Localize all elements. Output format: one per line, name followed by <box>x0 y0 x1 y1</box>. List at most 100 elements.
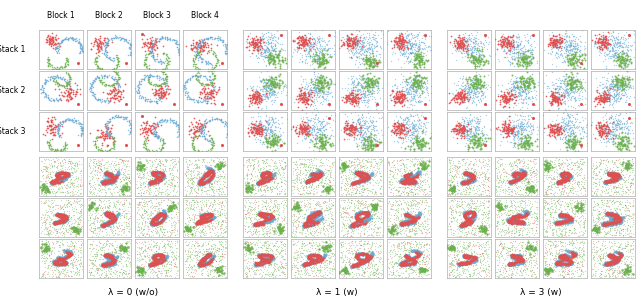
Point <box>100 171 110 176</box>
Point <box>513 176 524 181</box>
Point <box>58 220 68 225</box>
Point <box>152 258 162 262</box>
Point <box>352 170 362 175</box>
Point <box>55 120 65 125</box>
Point <box>604 254 614 259</box>
Point <box>392 96 402 101</box>
Point <box>76 122 86 127</box>
Point <box>260 180 270 185</box>
Point <box>102 170 112 175</box>
Point <box>255 186 266 191</box>
Point <box>510 216 520 221</box>
Point <box>511 44 521 49</box>
Point <box>604 168 614 173</box>
Point <box>505 263 515 268</box>
Point <box>60 176 70 181</box>
Point <box>609 255 619 260</box>
Point <box>202 260 212 265</box>
Point <box>549 96 559 101</box>
Point <box>59 261 69 266</box>
Point <box>103 171 113 175</box>
Point <box>267 37 277 42</box>
Point <box>307 217 317 222</box>
Point <box>198 176 208 181</box>
Point <box>102 126 113 130</box>
Point <box>313 87 323 92</box>
Point <box>288 231 298 236</box>
Point <box>455 91 465 96</box>
Point <box>200 217 210 222</box>
Point <box>466 178 476 182</box>
Point <box>362 258 372 263</box>
Point <box>490 56 500 61</box>
Point <box>259 178 269 183</box>
Point <box>463 128 474 133</box>
Point <box>208 88 218 93</box>
Point <box>608 258 618 263</box>
Point <box>41 242 51 247</box>
Point <box>194 219 204 223</box>
Point <box>355 181 365 186</box>
Point <box>462 220 472 225</box>
Point <box>60 218 70 223</box>
Point <box>355 259 365 264</box>
Point <box>156 211 166 216</box>
Point <box>556 172 566 177</box>
Point <box>154 212 164 217</box>
Point <box>214 258 225 262</box>
Point <box>195 218 205 223</box>
Point <box>458 260 468 265</box>
Point <box>253 221 264 226</box>
Point <box>154 178 164 182</box>
Point <box>566 260 576 265</box>
Point <box>252 128 262 133</box>
Point <box>266 262 276 266</box>
Point <box>212 208 222 213</box>
Point <box>530 198 540 203</box>
Point <box>604 172 614 176</box>
Point <box>468 175 479 180</box>
Point <box>561 262 571 267</box>
Point <box>561 171 572 175</box>
Point <box>468 44 478 49</box>
Point <box>111 214 122 219</box>
Point <box>322 186 332 191</box>
Point <box>602 232 612 236</box>
Point <box>627 272 637 277</box>
Point <box>207 216 218 221</box>
Point <box>154 170 164 175</box>
Point <box>522 216 532 221</box>
Point <box>513 177 524 182</box>
Point <box>275 135 285 140</box>
Point <box>204 170 214 175</box>
Point <box>554 202 564 207</box>
Point <box>42 39 52 44</box>
Point <box>397 222 407 227</box>
Point <box>406 85 416 89</box>
Point <box>616 126 626 131</box>
Point <box>97 187 108 192</box>
Point <box>450 127 460 132</box>
Point <box>216 271 226 276</box>
Point <box>522 90 532 95</box>
Point <box>460 180 470 185</box>
Point <box>49 39 59 44</box>
Point <box>352 179 362 184</box>
Point <box>107 253 117 258</box>
Point <box>405 214 415 219</box>
Point <box>207 212 218 217</box>
Point <box>393 139 403 144</box>
Point <box>506 180 516 185</box>
Point <box>408 162 419 167</box>
Point <box>593 215 604 220</box>
Point <box>250 125 260 130</box>
Point <box>558 120 568 125</box>
Point <box>518 124 528 129</box>
Point <box>328 247 338 252</box>
Point <box>520 252 530 257</box>
Point <box>360 176 370 181</box>
Point <box>564 174 575 178</box>
Point <box>305 255 315 260</box>
Point <box>74 261 84 266</box>
Point <box>588 267 598 272</box>
